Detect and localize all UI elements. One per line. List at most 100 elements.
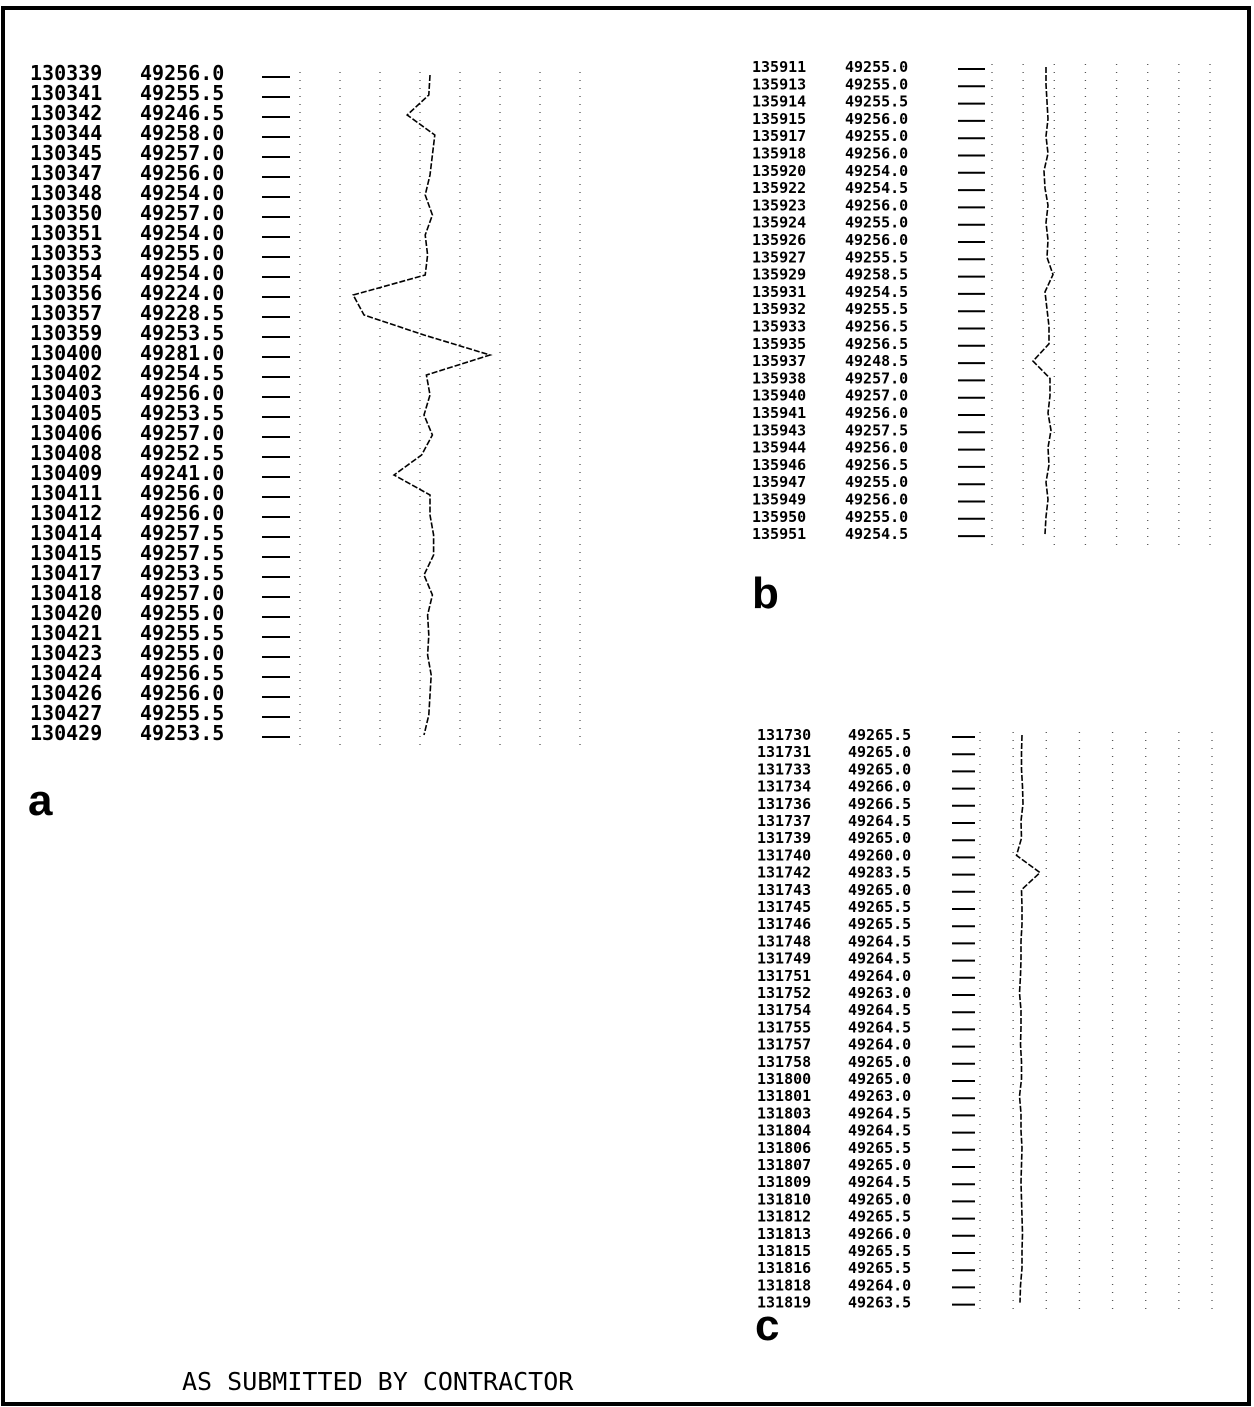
value: 49248.5 <box>845 352 908 370</box>
value: 49265.0 <box>848 760 911 778</box>
time: 135941 <box>752 404 806 422</box>
value: 49257.0 <box>140 201 224 225</box>
time: 130353 <box>30 241 102 265</box>
time: 131757 <box>757 1036 811 1054</box>
time: 130356 <box>30 281 102 305</box>
value: 49256.5 <box>845 318 908 336</box>
time: 130351 <box>30 221 102 245</box>
value: 49255.0 <box>845 473 908 491</box>
value: 49257.0 <box>140 421 224 445</box>
value: 49256.0 <box>845 231 908 249</box>
time: 130421 <box>30 621 102 645</box>
time: 135914 <box>752 93 806 111</box>
value: 49256.0 <box>140 61 224 85</box>
time: 135951 <box>752 525 806 543</box>
value: 49256.0 <box>845 196 908 214</box>
time: 131740 <box>757 846 811 864</box>
value: 49255.5 <box>845 248 908 266</box>
value: 49257.5 <box>140 541 224 565</box>
time: 131746 <box>757 915 811 933</box>
time: 130339 <box>30 61 102 85</box>
time: 135913 <box>752 75 806 93</box>
time: 135929 <box>752 266 806 284</box>
time: 135949 <box>752 491 806 509</box>
time: 135926 <box>752 231 806 249</box>
value: 49255.0 <box>140 601 224 625</box>
time: 131734 <box>757 778 811 796</box>
value: 49256.5 <box>845 335 908 353</box>
time: 130427 <box>30 701 102 725</box>
time: 131807 <box>757 1156 811 1174</box>
time: 131812 <box>757 1208 811 1226</box>
value: 49255.5 <box>845 300 908 318</box>
time: 135933 <box>752 318 806 336</box>
time: 131751 <box>757 967 811 985</box>
value: 49281.0 <box>140 341 224 365</box>
time: 135950 <box>752 508 806 526</box>
value: 49258.0 <box>140 121 224 145</box>
value: 49257.5 <box>140 521 224 545</box>
value: 49256.0 <box>140 381 224 405</box>
value: 49252.5 <box>140 441 224 465</box>
time: 135932 <box>752 300 806 318</box>
value: 49228.5 <box>140 301 224 325</box>
value: 49255.0 <box>140 641 224 665</box>
time: 131809 <box>757 1173 811 1191</box>
value: 49253.5 <box>140 721 224 745</box>
time: 130429 <box>30 721 102 745</box>
time: 130424 <box>30 661 102 685</box>
value: 49264.5 <box>848 950 911 968</box>
value: 49264.5 <box>848 1018 911 1036</box>
time: 135944 <box>752 439 806 457</box>
value: 49254.0 <box>140 181 224 205</box>
value: 49256.0 <box>845 491 908 509</box>
value: 49255.0 <box>845 75 908 93</box>
time: 135923 <box>752 196 806 214</box>
time: 130412 <box>30 501 102 525</box>
value: 49264.0 <box>848 1036 911 1054</box>
time: 131754 <box>757 1001 811 1019</box>
trace <box>352 74 493 736</box>
time: 131803 <box>757 1104 811 1122</box>
time: 135920 <box>752 162 806 180</box>
time: 135937 <box>752 352 806 370</box>
value: 49255.0 <box>845 508 908 526</box>
time: 131813 <box>757 1225 811 1243</box>
value: 49265.0 <box>848 829 911 847</box>
value: 49257.0 <box>140 141 224 165</box>
frame <box>1 6 1251 1406</box>
value: 49255.0 <box>845 58 908 76</box>
time: 131815 <box>757 1242 811 1260</box>
time: 130402 <box>30 361 102 385</box>
value: 49258.5 <box>845 266 908 284</box>
time: 131804 <box>757 1122 811 1140</box>
time: 135917 <box>752 127 806 145</box>
value: 49265.5 <box>848 1242 911 1260</box>
time: 130348 <box>30 181 102 205</box>
value: 49256.5 <box>140 661 224 685</box>
time: 130341 <box>30 81 102 105</box>
time: 130420 <box>30 601 102 625</box>
footer: AS SUBMITTED BY CONTRACTOR <box>182 1367 574 1396</box>
time: 130406 <box>30 421 102 445</box>
value: 49253.5 <box>140 561 224 585</box>
time: 131749 <box>757 950 811 968</box>
time: 131752 <box>757 984 811 1002</box>
time: 130354 <box>30 261 102 285</box>
time: 130342 <box>30 101 102 125</box>
value: 49265.5 <box>848 1139 911 1157</box>
trace <box>1015 734 1042 1303</box>
value: 49265.0 <box>848 1190 911 1208</box>
value: 49256.0 <box>140 501 224 525</box>
panel-label: c <box>755 1301 779 1350</box>
time: 135922 <box>752 179 806 197</box>
time: 131755 <box>757 1018 811 1036</box>
value: 49265.5 <box>848 1259 911 1277</box>
panel-label: a <box>28 776 53 825</box>
value: 49254.0 <box>140 261 224 285</box>
value: 49263.0 <box>848 1087 911 1105</box>
time: 135938 <box>752 369 806 387</box>
time: 131801 <box>757 1087 811 1105</box>
time: 130418 <box>30 581 102 605</box>
